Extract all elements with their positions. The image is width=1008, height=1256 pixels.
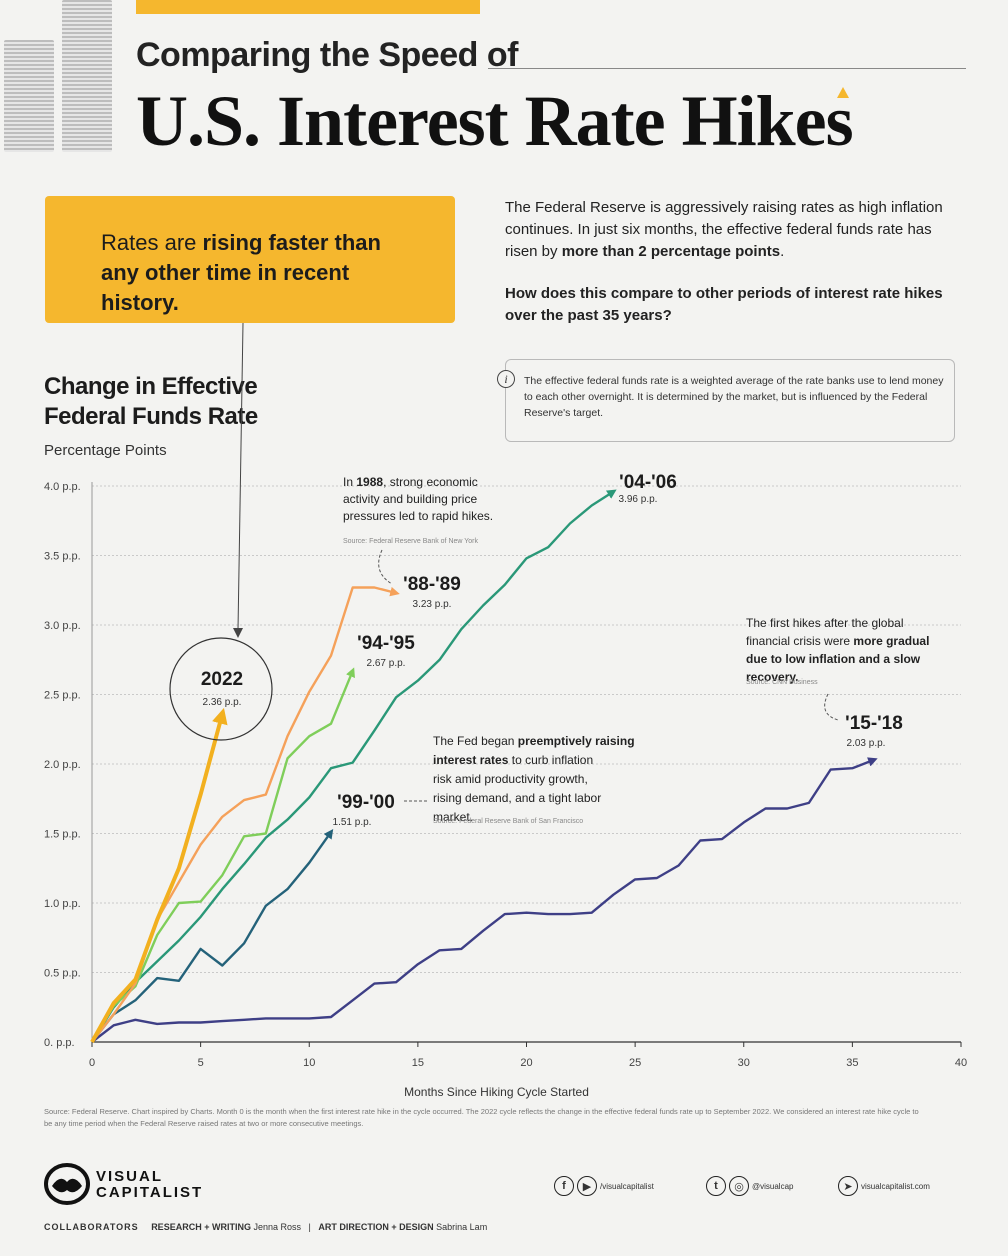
social-group-2: t ◎ @visualcap (706, 1174, 793, 1198)
series-label-s9495: '94-'95 (357, 633, 415, 654)
title-rule (488, 68, 966, 69)
annotation-1988: In 1988, strong economic activity and bu… (343, 475, 493, 523)
youtube-icon[interactable]: ▶ (577, 1176, 597, 1196)
page-title: U.S. Interest Rate Hikes (136, 81, 854, 161)
top-accent-bar (136, 0, 480, 14)
series-label-s8889: '88-'89 (403, 574, 461, 595)
chart-y-axis-label: Percentage Points (44, 442, 167, 459)
y-tick-label: 1.5 p.p. (44, 829, 81, 841)
callout-connector (237, 322, 244, 631)
logo-wordmark: VISUAL CAPITALIST (96, 1168, 204, 1201)
design-label: ART DIRECTION + DESIGN (318, 1222, 434, 1232)
highlight-circle-2022 (169, 637, 273, 741)
y-tick-label: 4.0 p.p. (44, 481, 81, 493)
series-label-s0406: '04-'06 (619, 472, 677, 493)
intro-paragraph: The Federal Reserve is aggressively rais… (505, 199, 943, 260)
research-label: RESEARCH + WRITING (151, 1222, 251, 1232)
annotation-1518-source: Source: CNN Business (746, 679, 818, 686)
research-name: Jenna Ross (253, 1222, 301, 1232)
cursor-icon[interactable]: ➤ (838, 1176, 858, 1196)
x-tick-label: 15 (412, 1057, 424, 1069)
x-tick-label: 5 (198, 1057, 204, 1069)
series-line-s2022 (90, 707, 228, 1043)
instagram-icon[interactable]: ◎ (729, 1176, 749, 1196)
series-value-label-s9900: 1.51 p.p. (333, 817, 372, 828)
y-tick-label: 2.0 p.p. (44, 759, 81, 771)
website-link[interactable]: visualcapitalist.com (861, 1181, 930, 1191)
social-handle-2[interactable]: @visualcap (752, 1181, 794, 1191)
chart-title: Change in Effective Federal Funds Rate (44, 373, 258, 430)
collaborators-line: COLLABORATORS RESEARCH + WRITING Jenna R… (44, 1222, 487, 1232)
callout-box: Rates are rising faster than any other t… (45, 196, 455, 323)
info-box: i The effective federal funds rate is a … (497, 359, 955, 442)
series-label-s1518: '15-'18 (845, 713, 903, 734)
y-tick-label: 2.5 p.p. (44, 690, 81, 702)
y-tick-label: 3.0 p.p. (44, 620, 81, 632)
arrow-up-icon (837, 87, 849, 98)
intro-question: How does this compare to other periods o… (505, 285, 943, 324)
x-tick-label: 0 (89, 1057, 95, 1069)
x-axis-title: Months Since Hiking Cycle Started (404, 1085, 589, 1099)
series-line-s9900 (91, 828, 334, 1043)
annotation-1518-leader (824, 693, 839, 721)
social-group-1: f ▶ /visualcapitalist (554, 1174, 654, 1198)
info-icon: i (497, 370, 515, 388)
annotation-9900-source: Source: Federal Reserve Bank of San Fran… (433, 818, 583, 825)
series-line-s1518 (91, 757, 878, 1043)
info-text: The effective federal funds rate is a we… (524, 375, 944, 419)
x-tick-label: 35 (846, 1057, 858, 1069)
y-tick-label: 0. p.p. (44, 1037, 75, 1049)
x-tick-label: 20 (520, 1057, 532, 1069)
page-subtitle: Comparing the Speed of (136, 36, 518, 74)
series-value-label-s1518: 2.03 p.p. (847, 738, 886, 749)
series-label-s9900: '99-'00 (337, 792, 395, 813)
series-value-label-s0406: 3.96 p.p. (619, 494, 658, 505)
coin-stacks-illustration (0, 0, 118, 160)
y-tick-label: 1.0 p.p. (44, 898, 81, 910)
annotation-9900: The Fed began preemptively raising inter… (433, 734, 638, 824)
series-value-label-s2022: 2.36 p.p. (203, 697, 242, 708)
series-line-s9495 (90, 667, 355, 1043)
annotation-1988-source: Source: Federal Reserve Bank of New York (343, 538, 479, 545)
series-value-label-s8889: 3.23 p.p. (413, 599, 452, 610)
x-tick-label: 30 (738, 1057, 750, 1069)
collaborators-label: COLLABORATORS (44, 1222, 139, 1232)
annotation-1988-leader (378, 549, 393, 585)
series-line-s0406 (90, 489, 617, 1043)
social-group-3: ➤ visualcapitalist.com (838, 1174, 930, 1198)
y-tick-label: 0.5 p.p. (44, 968, 81, 980)
connector-arrowhead (233, 628, 243, 638)
y-tick-label: 3.5 p.p. (44, 551, 81, 563)
social-handle-1[interactable]: /visualcapitalist (600, 1181, 654, 1191)
twitter-icon[interactable]: t (706, 1176, 726, 1196)
x-tick-label: 40 (955, 1057, 967, 1069)
design-name: Sabrina Lam (436, 1222, 488, 1232)
series-label-s2022: 2022 (201, 669, 243, 690)
callout-text: Rates are rising faster than any other t… (101, 230, 381, 315)
separator: | (308, 1222, 311, 1232)
annotation-1518: The first hikes after the global financi… (746, 616, 933, 684)
visual-capitalist-logo-icon (44, 1163, 90, 1205)
x-tick-label: 10 (303, 1057, 315, 1069)
x-tick-label: 25 (629, 1057, 641, 1069)
facebook-icon[interactable]: f (554, 1176, 574, 1196)
series-value-label-s9495: 2.67 p.p. (367, 658, 406, 669)
footnote: Source: Federal Reserve. Chart inspired … (44, 1107, 919, 1128)
